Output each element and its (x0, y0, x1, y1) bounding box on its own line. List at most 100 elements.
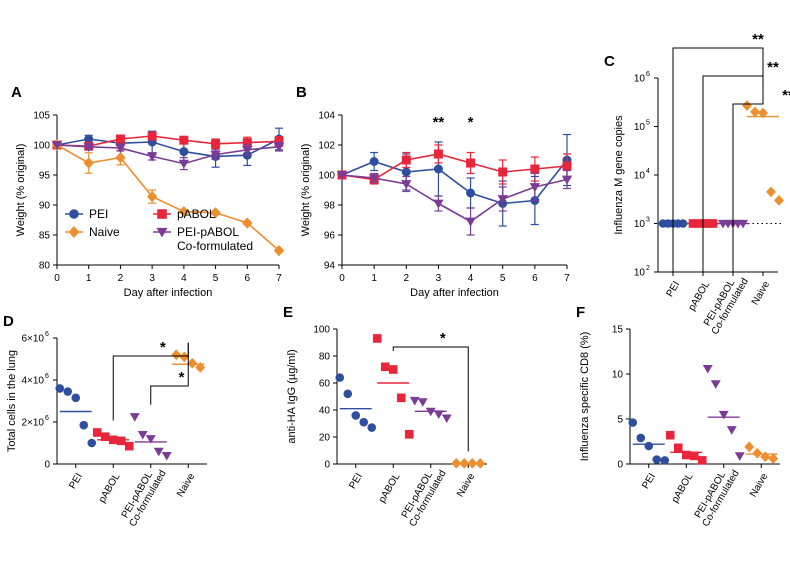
significance-bracket (150, 342, 189, 405)
y-axis-label: Weight (% original) (15, 144, 27, 237)
y-tick-label: 94 (324, 261, 336, 272)
data-point-PEI-pABOL (409, 396, 420, 406)
data-point-PEI-pABOL (561, 175, 573, 185)
legend-marker-PEI (69, 209, 79, 219)
category-label-group: pABOL (687, 279, 713, 313)
data-point-PEI-pABOL (137, 430, 148, 440)
y-tick-label: 96 (324, 231, 336, 242)
data-point-PEI (359, 417, 369, 427)
data-point-Naive (210, 207, 221, 219)
legend-marker-PEI-pABOL (156, 227, 168, 238)
data-point-pABOL (673, 443, 683, 453)
x-tick-label: 0 (54, 273, 60, 284)
data-point-PEI (636, 433, 646, 443)
category-label-group: pABOL (670, 471, 696, 505)
y-axis-label: anti-HA IgG (µg/ml) (286, 349, 298, 443)
data-point-PEI-pABOL (146, 152, 158, 162)
category-label-group: pABOL (97, 471, 123, 505)
data-point-PEI-pABOL (210, 150, 221, 160)
data-point-pABOL (124, 441, 134, 451)
y-tick-label: 20 (319, 433, 331, 444)
y-tick-label: 10 (612, 370, 624, 381)
series-line-PEI (341, 159, 568, 205)
panel-letter: B (296, 84, 307, 101)
x-tick-label: 6 (245, 273, 251, 284)
y-tick-exponent: 5 (646, 120, 650, 127)
panel-letter: D (3, 313, 14, 330)
y-tick-label: 98 (324, 201, 336, 212)
series-line-PEI (56, 138, 280, 158)
y-tick-exponent: 4 (646, 168, 650, 175)
data-point-PEI-pABOL (153, 447, 164, 457)
category-label-group: PEI (67, 472, 85, 491)
data-point-pABOL (100, 432, 110, 441)
data-point-PEI-pABOL (368, 174, 380, 184)
x-tick-label: 5 (500, 273, 506, 284)
data-point-pABOL (115, 134, 125, 144)
category-label: PEI (640, 472, 658, 491)
data-point-PEI-pABOL (529, 183, 541, 193)
category-label-group: PEI (640, 472, 658, 491)
y-tick-label: 40 (319, 406, 331, 417)
data-point-PEI (466, 188, 476, 198)
data-point-pABOL (404, 430, 414, 439)
legend-label: PEI-pABOL (177, 225, 239, 239)
data-point-pABOL (274, 136, 284, 146)
data-point-PEI-pABOL (497, 195, 508, 205)
x-tick-label: 2 (404, 273, 410, 284)
legend-label: PEI (89, 207, 108, 221)
y-tick-label: 15 (612, 325, 624, 336)
data-point-PEI (63, 387, 73, 396)
category-label-group: Naive (455, 471, 478, 499)
data-point-Naive (744, 441, 755, 453)
x-tick-label: 4 (468, 273, 474, 284)
y-tick-label: 10 (634, 74, 646, 85)
x-tick-label: 3 (149, 273, 155, 284)
y-tick-exponent: 6 (45, 331, 49, 338)
data-point-PEI-pABOL (129, 413, 140, 422)
data-point-PEI (401, 167, 411, 177)
data-point-Naive (758, 107, 768, 119)
series-line-PEI-pABOL (56, 144, 280, 165)
significance-annotation: * (468, 114, 474, 131)
significance-annotation: * (440, 330, 446, 347)
category-label-group: PEI (347, 472, 365, 491)
significance-annotation: * (179, 369, 185, 386)
y-tick-label: 90 (39, 201, 51, 212)
y-tick-label: 0 (324, 460, 330, 471)
data-point-Naive (750, 106, 760, 118)
data-point-PEI (652, 455, 662, 464)
data-point-PEI-pABOL (702, 364, 713, 374)
x-axis-label: Day after infection (124, 287, 213, 299)
y-tick-label: 10 (634, 122, 646, 133)
significance-annotation: ** (433, 114, 445, 131)
data-point-PEI (87, 438, 97, 448)
data-point-PEI-pABOL (336, 171, 348, 181)
data-point-PEI (628, 418, 638, 427)
y-tick-label: 0 (617, 460, 623, 471)
data-point-PEI (351, 411, 361, 420)
data-point-pABOL (147, 131, 157, 141)
series-line-pABOL (341, 153, 568, 181)
category-label-group: Naive (175, 471, 198, 499)
category-label: PEI (347, 472, 365, 491)
x-axis-label: Day after infection (410, 287, 499, 299)
significance-bracket (732, 93, 764, 272)
data-point-pABOL (388, 365, 398, 374)
data-point-PEI (55, 384, 65, 393)
data-point-PEI-pABOL (726, 426, 737, 435)
data-point-pABOL (396, 393, 406, 403)
data-point-Naive (774, 194, 784, 206)
data-point-PEI (369, 157, 379, 166)
x-tick-label: 7 (276, 273, 282, 284)
y-tick-label: 0 (44, 460, 50, 471)
data-point-PEI-pABOL (718, 410, 729, 420)
y-tick-label: 4×10 (21, 376, 44, 387)
significance-bracket (672, 47, 764, 272)
data-point-PEI-pABOL (161, 451, 172, 461)
y-tick-label: 105 (33, 111, 50, 122)
data-point-PEI-pABOL (178, 159, 190, 169)
data-point-PEI (179, 147, 189, 157)
